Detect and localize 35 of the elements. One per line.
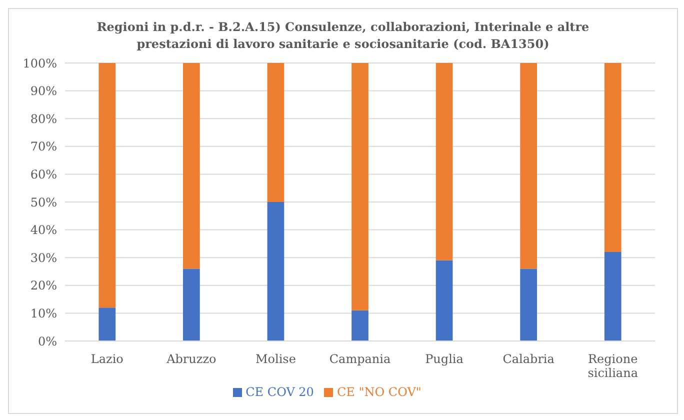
x-tick-label: Lazio bbox=[90, 352, 124, 366]
y-tick-label: 0% bbox=[38, 334, 57, 348]
y-tick-label: 40% bbox=[30, 223, 57, 238]
y-tick-label: 90% bbox=[30, 84, 57, 98]
bar bbox=[520, 268, 537, 341]
y-tick-label: 10% bbox=[30, 306, 57, 320]
x-tick-label: Molise bbox=[255, 352, 296, 366]
y-tick-label: 60% bbox=[30, 167, 57, 182]
bar bbox=[436, 63, 453, 260]
bar bbox=[98, 308, 116, 341]
bar bbox=[520, 63, 537, 269]
legend-label: CE "NO COV" bbox=[336, 385, 422, 399]
bar bbox=[436, 260, 453, 341]
bar bbox=[267, 202, 284, 341]
bar bbox=[604, 63, 622, 252]
y-tick-label: 20% bbox=[30, 278, 57, 293]
y-tick-label: 50% bbox=[30, 195, 57, 210]
y-tick-label: 100% bbox=[22, 56, 57, 70]
y-tick-label: 70% bbox=[30, 140, 57, 154]
x-tick-label: Regione siciliana bbox=[588, 352, 638, 380]
bar bbox=[352, 63, 368, 310]
bar bbox=[98, 63, 116, 308]
y-tick-label: 30% bbox=[30, 250, 57, 265]
x-tick-label: Campania bbox=[329, 352, 391, 366]
x-tick-label: Puglia bbox=[425, 352, 464, 366]
bar bbox=[267, 63, 284, 202]
bar bbox=[183, 268, 200, 341]
legend-label: CE COV 20 bbox=[246, 385, 314, 399]
bar bbox=[183, 63, 200, 269]
x-tick-label: Calabria bbox=[502, 352, 554, 366]
y-tick-label: 80% bbox=[30, 112, 57, 126]
chart-title: Regioni in p.d.r. - B.2.A.15) Consulenze, collaborazioni, Interinale e altre prestazioni di lavoro sanitarie e sociosanitarie (cod. BA1350) bbox=[96, 19, 590, 53]
bar bbox=[352, 310, 368, 341]
x-tick-label: Abruzzo bbox=[166, 352, 216, 366]
bar bbox=[604, 252, 622, 341]
